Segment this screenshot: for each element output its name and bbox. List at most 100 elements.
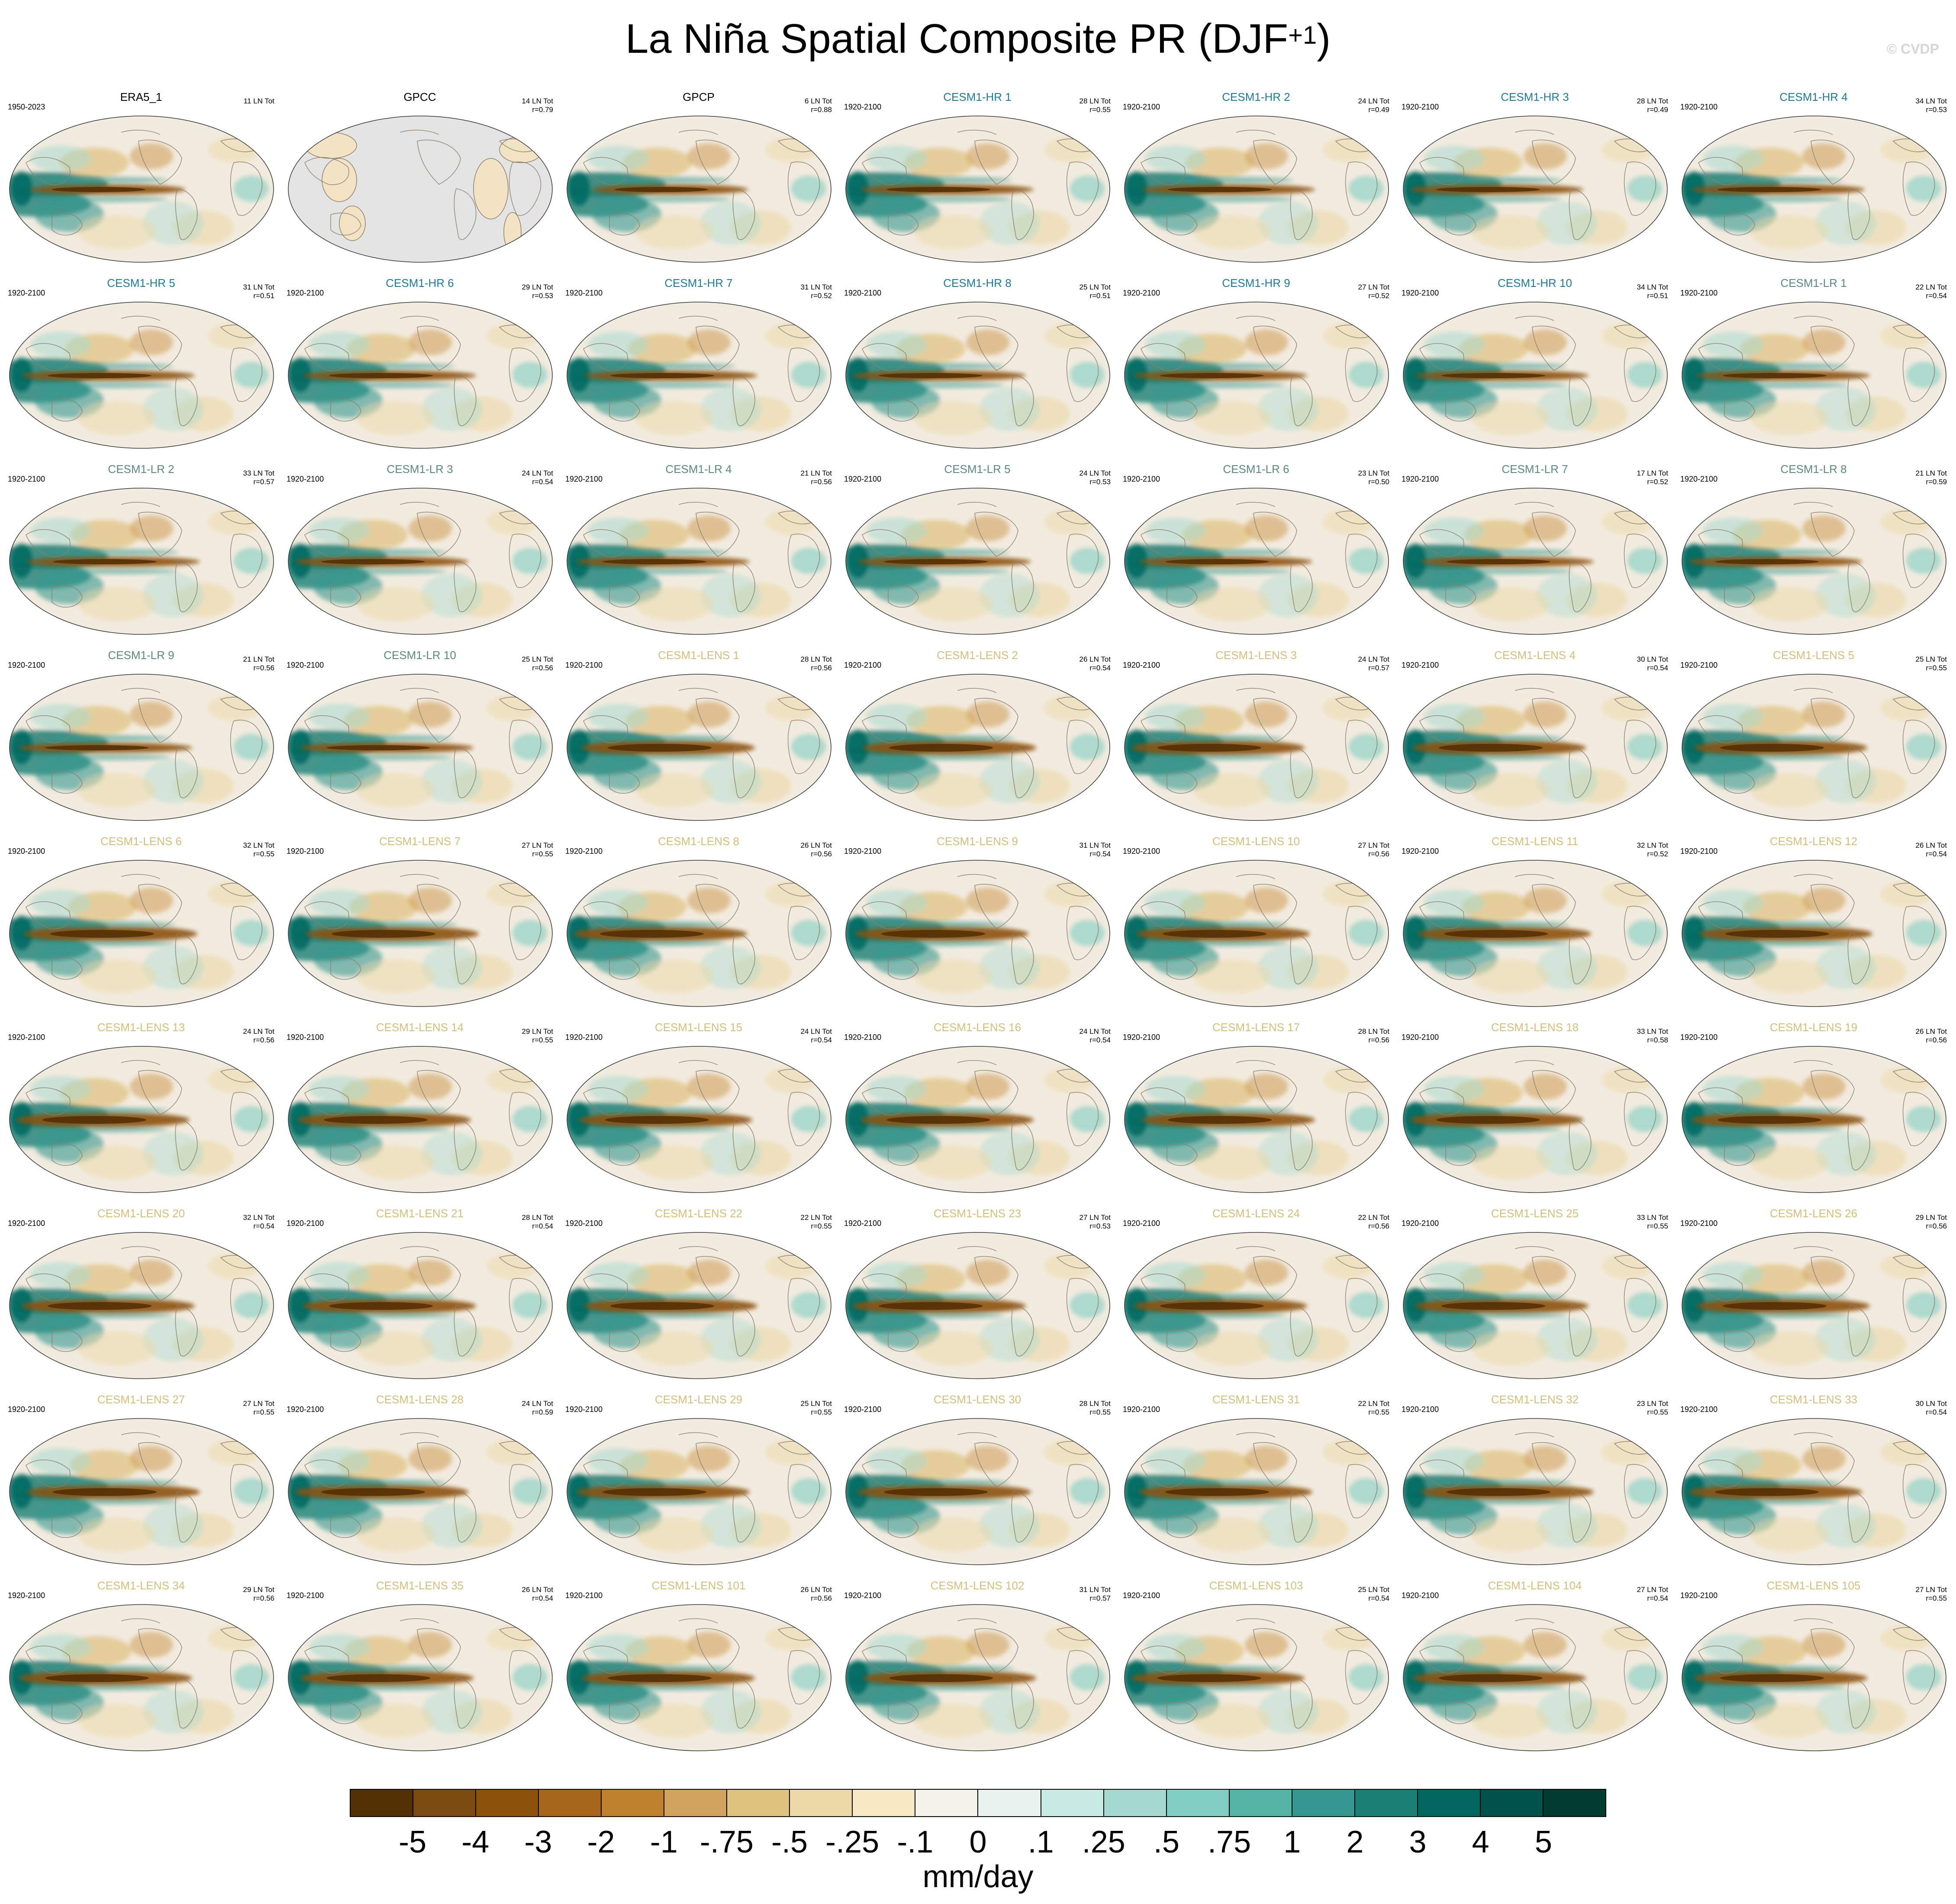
precip-anomaly-blob — [1070, 920, 1105, 946]
coastline — [609, 1329, 640, 1352]
coastline — [1290, 746, 1313, 798]
map-area — [1681, 487, 1947, 635]
map-area — [845, 1418, 1111, 1566]
coastline — [1066, 1650, 1099, 1705]
coastline — [52, 399, 83, 422]
wet-itcz-band — [1711, 1479, 1840, 1486]
precip-anomaly-blob — [357, 1145, 435, 1180]
coastline — [1847, 933, 1870, 984]
panel-event-count: 21 LN Tot — [1915, 469, 1947, 477]
coastline — [121, 315, 161, 321]
precip-anomaly-blob — [1524, 143, 1567, 169]
panel-period: 1920-2100 — [1123, 1033, 1160, 1042]
coastline — [454, 746, 477, 798]
copyright-label: © CVDP — [1886, 41, 1939, 57]
panel-title: GPCP — [683, 90, 715, 103]
panel-period: 1920-2100 — [287, 661, 324, 669]
map-area — [1681, 1045, 1947, 1193]
map-svg — [9, 1232, 274, 1379]
coastline — [230, 1278, 263, 1332]
panel-stats: 28 LN Tot r=0.56 — [801, 655, 832, 672]
wet-itcz-band — [603, 1666, 733, 1672]
coastline — [1624, 1464, 1656, 1518]
map-panel: CESM1-LENS 105 1920-2100 27 LN Tot r=0.55 — [1675, 1579, 1952, 1756]
coastline — [1253, 325, 1297, 371]
panel-pattern-correlation: r=0.58 — [1647, 1036, 1668, 1044]
dry-equatorial-core — [884, 1488, 988, 1496]
panel-title: CESM1-LENS 23 — [933, 1207, 1022, 1220]
map-svg — [845, 674, 1110, 821]
precip-anomaly-blob — [1906, 362, 1941, 388]
panel-title: CESM1-LENS 16 — [933, 1021, 1022, 1034]
precip-anomaly-blob — [635, 1331, 713, 1366]
dry-equatorial-core — [600, 930, 704, 938]
dry-equatorial-core — [1720, 744, 1824, 752]
precip-anomaly-blob — [1537, 202, 1597, 245]
wet-itcz-band — [598, 549, 728, 555]
precip-anomaly-blob — [966, 1446, 1009, 1472]
precip-anomaly-blob — [234, 1292, 268, 1318]
precip-anomaly-blob — [1627, 1664, 1662, 1690]
map-area — [1402, 673, 1668, 821]
panel-stats: 23 LN Tot r=0.55 — [1637, 1399, 1668, 1417]
map-boundary — [845, 1418, 1110, 1565]
land-data-patch — [503, 212, 522, 252]
wet-spcz-band — [1716, 754, 1846, 760]
wet-itcz-band — [1432, 1107, 1562, 1113]
coastline — [1066, 534, 1099, 588]
precip-anomaly-blob — [143, 1132, 203, 1175]
precip-anomaly-blob — [1070, 548, 1105, 574]
panel-stats: 22 LN Tot r=0.54 — [1916, 283, 1947, 300]
panel-period: 1920-2100 — [844, 289, 882, 297]
coastline — [787, 1464, 820, 1518]
wet-spcz-band — [874, 382, 1004, 388]
map-area — [1402, 487, 1668, 635]
coastline — [957, 1060, 997, 1065]
map-area — [287, 673, 553, 821]
precip-anomaly-blob — [791, 1664, 826, 1690]
coastline — [121, 129, 161, 135]
colorbar-tick-label: 2 — [1346, 1825, 1364, 1859]
precip-anomaly-blob — [1126, 1474, 1147, 1508]
map-area — [845, 115, 1111, 263]
wet-spcz-band — [1718, 1312, 1848, 1319]
precip-anomaly-blob — [1245, 888, 1288, 913]
precip-anomaly-blob — [1537, 946, 1597, 989]
precip-anomaly-blob — [635, 587, 713, 621]
map-panel: CESM1-HR 1 1920-2100 28 LN Tot r=0.55 — [839, 90, 1116, 267]
panel-period: 1920-2100 — [1123, 475, 1160, 483]
map-area — [1402, 301, 1668, 449]
panel-pattern-correlation: r=0.56 — [811, 850, 832, 858]
precip-anomaly-blob — [791, 1106, 826, 1132]
wet-itcz-band — [43, 363, 173, 369]
precip-anomaly-blob — [1145, 1262, 1206, 1288]
precip-anomaly-blob — [1537, 1132, 1597, 1175]
panel-event-count: 34 LN Tot — [1637, 283, 1668, 291]
map-boundary — [288, 116, 553, 263]
wet-spcz-band — [598, 1499, 728, 1505]
coastline — [138, 139, 182, 185]
precip-anomaly-blob — [512, 1478, 547, 1504]
coastline — [1902, 347, 1935, 402]
dry-equatorial-core — [1436, 1116, 1540, 1124]
panel-period: 1920-2100 — [844, 847, 882, 856]
coastline — [678, 315, 718, 321]
map-svg — [567, 116, 831, 263]
coastline — [121, 688, 161, 693]
panel-event-count: 31 LN Tot — [1079, 841, 1111, 849]
precip-anomaly-blob — [1750, 215, 1828, 249]
coastline — [26, 1645, 71, 1674]
coastline — [1724, 957, 1755, 980]
coastline — [1515, 874, 1554, 879]
precip-anomaly-blob — [1802, 1074, 1846, 1100]
precip-anomaly-blob — [1145, 1634, 1206, 1660]
coastline — [787, 1278, 820, 1332]
precip-anomaly-blob — [357, 587, 435, 621]
coastline — [230, 161, 263, 216]
coastline — [609, 1701, 640, 1724]
precip-anomaly-blob — [1627, 1478, 1662, 1504]
panel-pattern-correlation: r=0.59 — [1926, 478, 1947, 486]
panel-event-count: 32 LN Tot — [1637, 841, 1668, 849]
coastline — [417, 139, 461, 185]
map-svg — [1124, 1046, 1389, 1193]
